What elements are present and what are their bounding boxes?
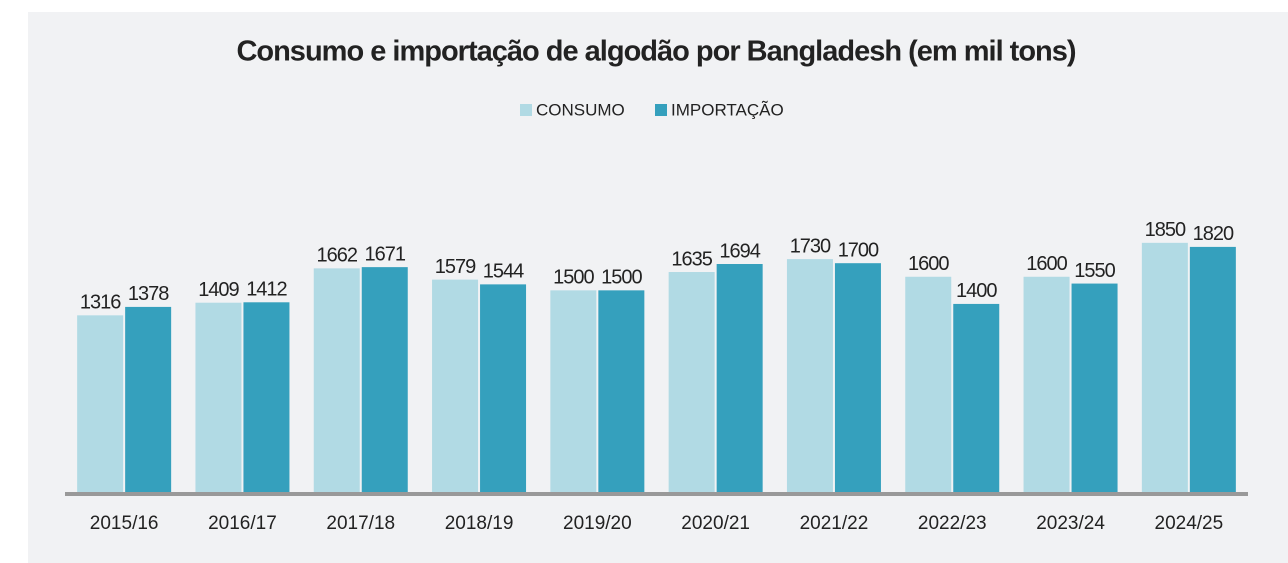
value-label: 1409 — [198, 279, 239, 301]
x-tick-label: 2015/16 — [90, 513, 159, 534]
value-label: 1820 — [1193, 223, 1234, 245]
value-label: 1579 — [435, 256, 476, 278]
x-tick-label: 2019/20 — [563, 513, 632, 534]
bar — [1071, 283, 1118, 494]
x-tick-label: 2020/21 — [681, 513, 750, 534]
bar — [834, 263, 881, 494]
value-label: 1400 — [956, 280, 997, 302]
bar — [125, 306, 172, 494]
legend-swatch — [655, 104, 667, 116]
value-label: 1378 — [128, 283, 169, 305]
bar — [1189, 246, 1236, 494]
x-tick-label: 2021/22 — [800, 513, 869, 534]
bar — [598, 290, 645, 494]
value-label: 1316 — [80, 292, 121, 314]
x-tick-label: 2016/17 — [208, 513, 277, 534]
x-tick-label: 2018/19 — [445, 513, 514, 534]
bar — [953, 303, 1000, 494]
bar — [1023, 276, 1070, 494]
value-label: 1600 — [908, 253, 949, 275]
value-label: 1671 — [365, 243, 406, 265]
bar — [668, 272, 715, 494]
bar — [905, 276, 952, 494]
bar — [195, 302, 242, 494]
value-label: 1412 — [246, 279, 287, 301]
value-label: 1500 — [553, 267, 594, 289]
bar — [480, 284, 527, 494]
value-label: 1550 — [1074, 260, 1115, 282]
bar — [786, 259, 833, 494]
value-label: 1500 — [601, 267, 642, 289]
bar — [716, 264, 763, 494]
value-label: 1635 — [671, 248, 712, 270]
value-label: 1544 — [483, 261, 524, 283]
legend-swatch — [520, 104, 532, 116]
legend-label: IMPORTAÇÃO — [671, 100, 784, 119]
bar — [243, 302, 290, 494]
x-tick-label: 2024/25 — [1155, 513, 1224, 534]
chart-title: Consumo e importação de algodão por Bang… — [236, 36, 1075, 68]
bar — [1141, 242, 1188, 494]
x-tick-label: 2023/24 — [1036, 513, 1105, 534]
bar — [313, 268, 360, 494]
value-label: 1850 — [1145, 219, 1186, 241]
value-label: 1730 — [790, 235, 831, 257]
bar — [361, 267, 408, 494]
value-label: 1700 — [838, 239, 879, 261]
bar — [550, 290, 597, 494]
legend-label: CONSUMO — [536, 100, 625, 119]
bar — [432, 279, 479, 494]
value-label: 1600 — [1026, 253, 1067, 275]
x-tick-label: 2022/23 — [918, 513, 987, 534]
value-label: 1694 — [719, 240, 760, 262]
x-tick-label: 2017/18 — [326, 513, 395, 534]
bar — [77, 315, 124, 494]
value-label: 1662 — [317, 245, 358, 267]
